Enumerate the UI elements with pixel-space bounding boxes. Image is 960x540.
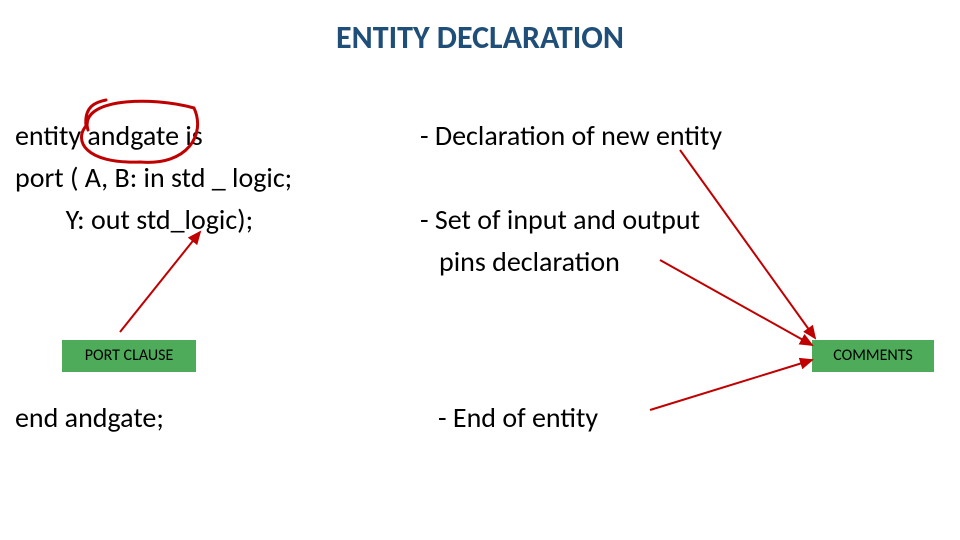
- code-line-end: end andgate;: [15, 400, 164, 435]
- port-clause-label: PORT CLAUSE: [62, 340, 196, 372]
- comment-end: - End of entity: [438, 400, 598, 435]
- comments-label: COMMENTS: [812, 340, 934, 372]
- comment-io-1: - Set of input and output: [420, 202, 700, 237]
- code-line-3: Y: out std_logic);: [15, 202, 253, 237]
- code-line-2: port ( A, B: in std _ logic;: [15, 160, 292, 195]
- comment-io-2: pins declaration: [420, 244, 620, 279]
- slide-title: ENTITY DECLARATION: [248, 18, 712, 57]
- code-line-1: entity andgate is: [15, 118, 203, 153]
- comment-declaration: - Declaration of new entity: [420, 118, 722, 153]
